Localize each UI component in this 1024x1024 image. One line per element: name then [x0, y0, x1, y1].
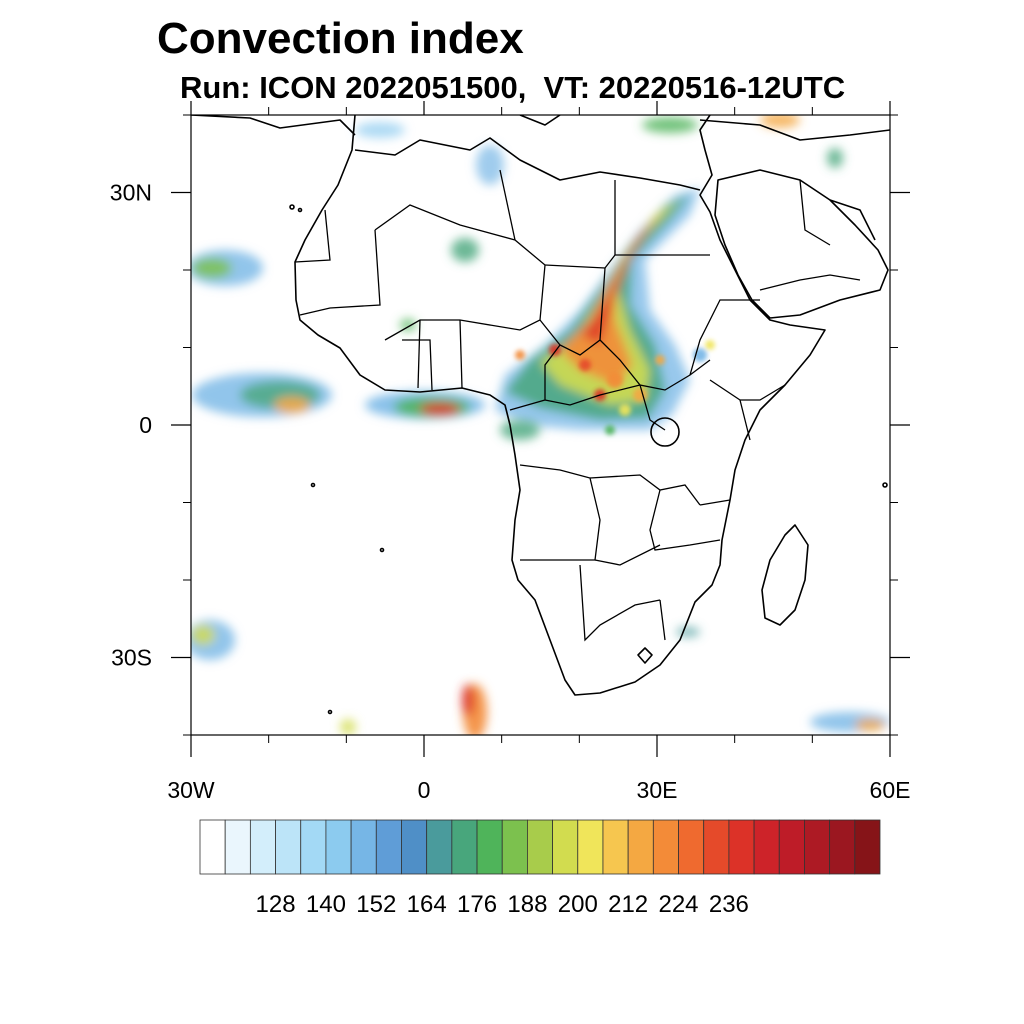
colorbar-swatch [577, 819, 604, 875]
chart-subtitle: Run: ICON 2022051500, VT: 20220516-12UTC [180, 70, 846, 105]
colorbar-swatch [652, 819, 679, 875]
lon-tick-label: 0 [418, 777, 431, 803]
map-axes: 30N 0 30S 30W 0 30E 60E [110, 101, 911, 803]
colorbar-swatch [476, 819, 503, 875]
colorbar: 128 140 152 164 176 188 200 212 224 236 [199, 819, 881, 918]
colorbar-label: 200 [558, 891, 598, 918]
colorbar-label: 212 [608, 891, 648, 918]
colorbar-swatch [375, 819, 402, 875]
colorbar-label: 164 [407, 891, 447, 918]
lon-tick-label: 60E [870, 777, 911, 803]
colorbar-swatch [527, 819, 553, 875]
borders [294, 169, 861, 642]
colorbar-swatch [199, 819, 226, 875]
colorbar-swatch [401, 819, 428, 875]
colorbar-label: 236 [709, 891, 749, 918]
colorbar-swatch [275, 819, 302, 875]
colorbar-swatch [778, 819, 805, 875]
colorbar-swatch [451, 819, 478, 875]
colorbar-swatch [678, 819, 705, 875]
colorbar-label: 188 [507, 891, 547, 918]
colorbar-swatch [703, 819, 730, 875]
colorbar-swatch [249, 819, 276, 875]
colorbar-swatch [829, 819, 856, 875]
colorbar-swatch [804, 819, 831, 875]
colorbar-swatch [602, 819, 629, 875]
lat-tick-label: 0 [139, 412, 152, 438]
colorbar-swatch [224, 819, 251, 875]
colorbar-label: 224 [658, 891, 698, 918]
colorbar-label: 176 [457, 891, 497, 918]
colorbar-swatch [501, 819, 528, 875]
colorbar-swatch [728, 819, 755, 875]
colorbar-swatch [552, 819, 579, 875]
coastlines [191, 115, 890, 715]
colorbar-label: 128 [256, 891, 296, 918]
colorbar-swatch [300, 819, 327, 875]
colorbar-swatch [854, 819, 881, 875]
lon-tick-label: 30E [637, 777, 678, 803]
chart-title: Convection index [157, 14, 524, 63]
colorbar-swatch [426, 819, 453, 875]
colorbar-swatch [325, 819, 352, 875]
colorbar-label: 152 [356, 891, 396, 918]
colorbar-swatch [350, 819, 377, 875]
colorbar-label: 140 [306, 891, 346, 918]
colorbar-swatch [753, 819, 780, 875]
lat-tick-label: 30N [110, 180, 152, 206]
convection-field [191, 115, 890, 735]
colorbar-swatch [627, 819, 654, 875]
lon-tick-label: 30W [167, 777, 215, 803]
lat-tick-label: 30S [111, 645, 152, 671]
